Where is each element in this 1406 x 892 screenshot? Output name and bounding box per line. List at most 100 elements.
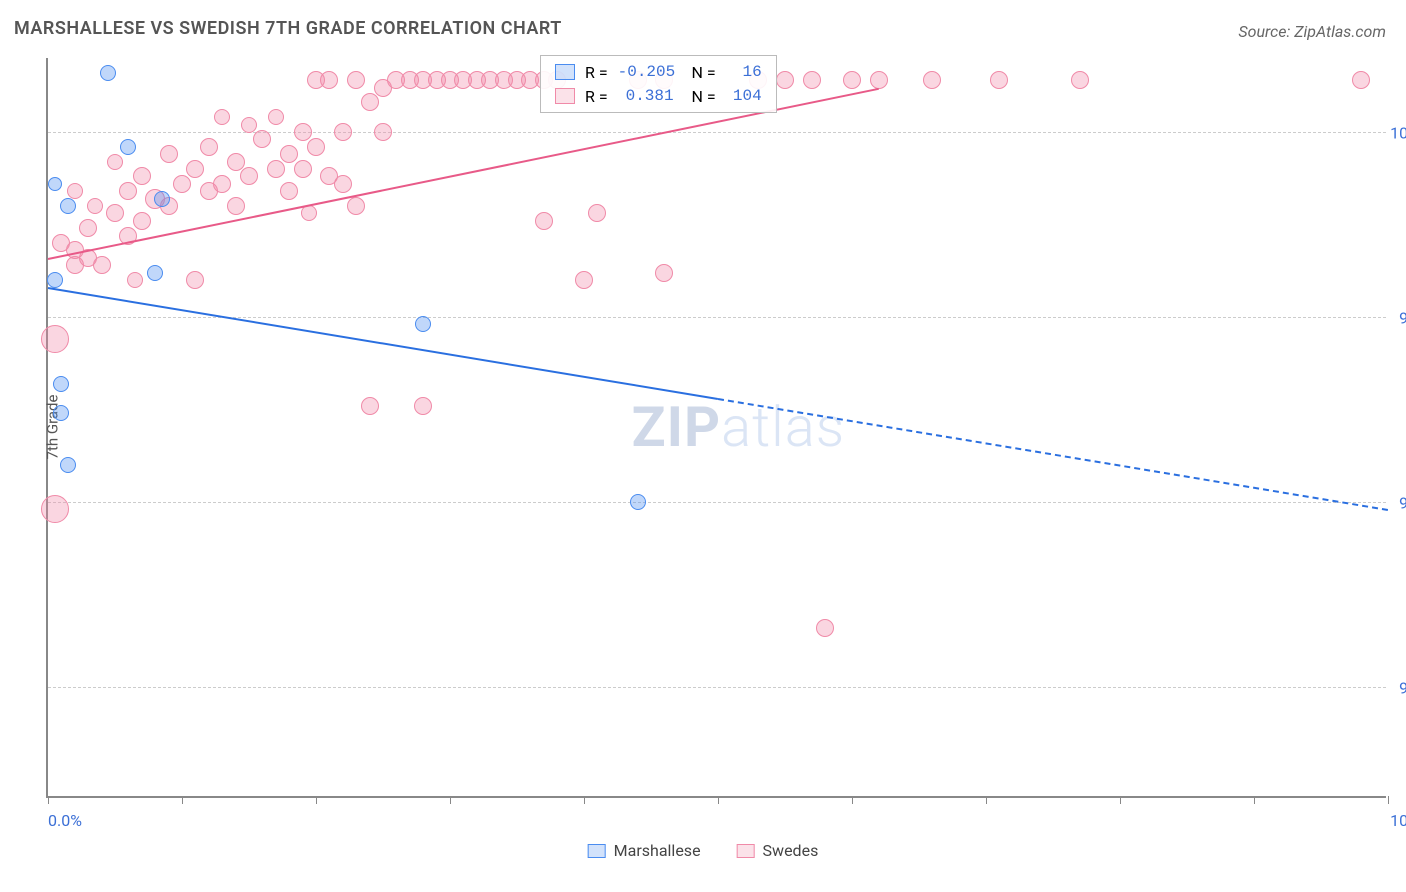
data-point [280, 182, 298, 200]
x-tick [316, 796, 317, 804]
data-point [1352, 71, 1370, 89]
data-point [241, 117, 257, 133]
trend-line [48, 88, 879, 260]
data-point [186, 160, 204, 178]
legend-item: Marshallese [588, 841, 701, 860]
y-tick-label: 100.0% [1390, 124, 1406, 143]
data-point [106, 204, 124, 222]
data-point [147, 265, 163, 281]
data-point [53, 376, 69, 392]
legend-n-value: 16 [726, 63, 762, 81]
data-point [268, 109, 284, 125]
data-point [588, 204, 606, 222]
gridline: 97.5% [48, 317, 1386, 318]
data-point [173, 175, 191, 193]
series-legend: Marshallese Swedes [588, 841, 819, 860]
data-point [415, 316, 431, 332]
data-point [186, 271, 204, 289]
data-point [87, 198, 103, 214]
y-tick-label: 92.5% [1399, 679, 1406, 698]
y-axis-title: 7th Grade [43, 395, 61, 460]
legend-row: R = -0.205 N = 16 [555, 60, 762, 84]
y-tick-label: 97.5% [1399, 309, 1406, 328]
data-point [655, 264, 673, 282]
data-point [374, 123, 392, 141]
chart-title: MARSHALLESE VS SWEDISH 7TH GRADE CORRELA… [14, 18, 562, 39]
data-point [227, 153, 245, 171]
data-point [48, 177, 62, 191]
data-point [60, 198, 76, 214]
data-point [53, 405, 69, 421]
data-point [280, 145, 298, 163]
data-point [160, 145, 178, 163]
x-tick [718, 796, 719, 804]
data-point [575, 271, 593, 289]
data-point [200, 138, 218, 156]
data-point [133, 212, 151, 230]
x-tick [852, 796, 853, 804]
x-tick [450, 796, 451, 804]
x-tick [1254, 796, 1255, 804]
data-point [253, 130, 271, 148]
legend-swatch [555, 64, 575, 80]
data-point [214, 109, 230, 125]
gridline: 95.0% [48, 502, 1386, 503]
data-point [133, 167, 151, 185]
data-point [414, 397, 432, 415]
x-tick [48, 796, 49, 804]
data-point [843, 71, 861, 89]
legend-n-label: N = [684, 87, 716, 106]
legend-swatch [555, 88, 575, 104]
legend-n-label: N = [684, 63, 716, 82]
x-axis-label-min: 0.0% [48, 811, 82, 830]
data-point [267, 160, 285, 178]
trend-line [718, 398, 1388, 511]
legend-label: Marshallese [614, 841, 701, 860]
data-point [107, 154, 123, 170]
data-point [803, 71, 821, 89]
data-point [93, 256, 111, 274]
data-point [240, 167, 258, 185]
y-tick-label: 95.0% [1399, 494, 1406, 513]
legend-r-label: R = [585, 63, 608, 82]
data-point [320, 71, 338, 89]
data-point [361, 397, 379, 415]
legend-item: Swedes [737, 841, 819, 860]
data-point [41, 325, 69, 353]
data-point [990, 71, 1008, 89]
data-point [1071, 71, 1089, 89]
data-point [347, 71, 365, 89]
x-tick [584, 796, 585, 804]
data-point [361, 93, 379, 111]
x-tick [986, 796, 987, 804]
data-point [776, 71, 794, 89]
data-point [100, 65, 116, 81]
legend-swatch [588, 844, 606, 858]
data-point [79, 219, 97, 237]
data-point [213, 175, 231, 193]
data-point [67, 183, 83, 199]
legend-r-value: 0.381 [618, 87, 674, 105]
data-point [870, 71, 888, 89]
x-tick [1388, 796, 1389, 804]
source-text: Source: ZipAtlas.com [1238, 22, 1386, 41]
data-point [120, 139, 136, 155]
watermark-rest: atlas [721, 394, 845, 460]
gridline: 92.5% [48, 687, 1386, 688]
legend-r-value: -0.205 [618, 63, 674, 81]
data-point [347, 197, 365, 215]
trend-line [48, 287, 718, 400]
legend-swatch [737, 844, 755, 858]
data-point [119, 182, 137, 200]
data-point [60, 457, 76, 473]
watermark-bold: ZIP [632, 394, 721, 460]
data-point [127, 272, 143, 288]
legend-row: R =0.381 N =104 [555, 84, 762, 108]
watermark: ZIPatlas [632, 394, 846, 460]
data-point [154, 191, 170, 207]
legend-n-value: 104 [726, 87, 762, 105]
x-tick [182, 796, 183, 804]
data-point [923, 71, 941, 89]
plot-area: 7th Grade ZIPatlas 0.0% 100.0% 100.0%97.… [46, 58, 1386, 798]
stats-legend: R = -0.205 N = 16R = 0.381 N = 104 [540, 55, 777, 113]
